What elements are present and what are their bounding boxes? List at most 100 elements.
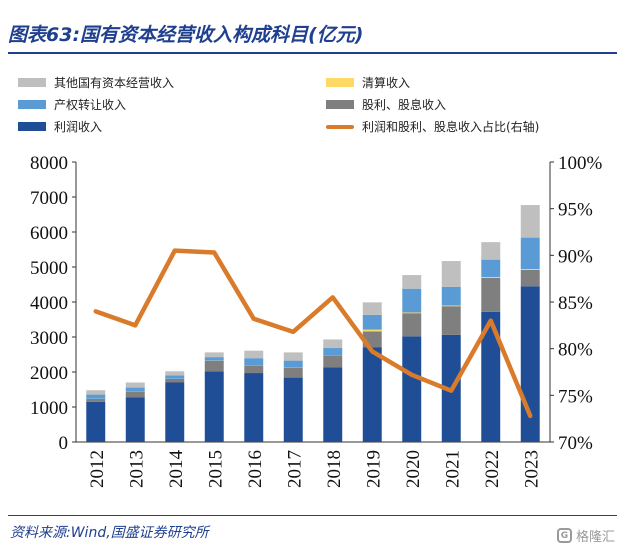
- legend-label-dividend: 股利、股息收入: [362, 98, 447, 112]
- bar-transfer: [441, 286, 461, 306]
- legend-item-transfer: 产权转让收入: [18, 96, 126, 113]
- bar-liquidation: [441, 305, 461, 307]
- x-tick-label: 2012: [87, 450, 108, 488]
- legend-label-ratio: 利润和股利、股息收入占比(右轴): [362, 120, 540, 134]
- x-tick-label: 2021: [442, 450, 463, 488]
- left-tick-label: 7000: [30, 188, 68, 209]
- bar-transfer: [481, 259, 501, 278]
- bar-liquidation: [362, 329, 382, 332]
- left-tick-label: 4000: [30, 293, 68, 314]
- bar-dividend: [244, 365, 264, 374]
- bar-dividend: [165, 379, 185, 383]
- bar-transfer: [520, 237, 540, 270]
- legend-item-profit: 利润收入: [18, 118, 102, 135]
- legend-item-ratio: 利润和股利、股息收入占比(右轴): [326, 118, 539, 135]
- legend-swatch-other: [18, 78, 46, 87]
- bar-transfer: [165, 375, 185, 379]
- watermark-logo-icon: G: [556, 528, 572, 543]
- bar-profit: [204, 371, 224, 442]
- x-tick-label: 2018: [324, 450, 345, 488]
- ratio-line: [93, 248, 533, 419]
- watermark: G 格隆汇: [556, 526, 615, 545]
- bar-dividend: [323, 355, 343, 368]
- bar-transfer: [402, 288, 422, 313]
- bar-dividend: [283, 367, 303, 378]
- bar-other: [520, 205, 540, 238]
- bar-other: [283, 352, 303, 361]
- right-tick-label: 70%: [558, 433, 593, 454]
- left-tick-label: 0: [59, 433, 69, 454]
- bar-other: [402, 275, 422, 289]
- left-tick-label: 1000: [30, 398, 68, 419]
- left-tick-label: 8000: [30, 153, 68, 174]
- left-tick-label: 5000: [30, 258, 68, 279]
- left-tick-label: 3000: [30, 328, 68, 349]
- bar-profit: [283, 377, 303, 442]
- bar-other: [244, 350, 264, 359]
- x-tick-label: 2023: [521, 450, 542, 488]
- chart-legend: 其他国有资本经营收入 清算收入 产权转让收入 股利、股息收入 利润收入 利润和股…: [18, 74, 618, 144]
- bar-transfer: [86, 394, 106, 399]
- right-tick-label: 85%: [558, 293, 593, 314]
- bar-dividend: [86, 398, 106, 402]
- bar-other: [323, 339, 343, 349]
- bar-liquidation: [481, 277, 501, 278]
- bar-transfer: [125, 387, 145, 392]
- bar-profit: [520, 286, 540, 442]
- bar-profit: [362, 347, 382, 442]
- bar-transfer: [204, 357, 224, 361]
- legend-item-dividend: 股利、股息收入: [326, 96, 446, 113]
- right-tick-label: 80%: [558, 340, 593, 361]
- bar-other: [481, 242, 501, 260]
- bar-other: [125, 382, 145, 388]
- bar-profit: [402, 336, 422, 442]
- title-divider: [8, 52, 617, 54]
- legend-label-liquidation: 清算收入: [362, 76, 411, 90]
- x-tick-label: 2013: [126, 450, 147, 488]
- legend-label-other: 其他国有资本经营收入: [54, 76, 175, 90]
- bar-transfer: [362, 314, 382, 330]
- legend-item-liquidation: 清算收入: [326, 74, 410, 91]
- bar-dividend: [204, 360, 224, 372]
- bar-transfer: [323, 348, 343, 356]
- source-note: 资料来源:Wind,国盛证券研究所: [10, 525, 209, 541]
- bar-profit: [165, 382, 185, 442]
- x-tick-label: 2019: [363, 450, 384, 488]
- right-tick-label: 75%: [558, 386, 593, 407]
- bar-profit: [481, 311, 501, 442]
- x-tick-label: 2017: [284, 450, 305, 488]
- bar-dividend: [125, 391, 145, 398]
- bar-profit: [86, 401, 106, 442]
- x-tick-label: 2014: [166, 450, 187, 489]
- legend-item-other: 其他国有资本经营收入: [18, 74, 174, 91]
- left-tick-label: 2000: [30, 363, 68, 384]
- bar-other: [204, 352, 224, 358]
- chart-title-area: 图表63:国有资本经营收入构成科目(亿元): [8, 20, 617, 48]
- legend-label-profit: 利润收入: [54, 120, 103, 134]
- x-tick-label: 2015: [205, 450, 226, 488]
- footer-divider: [8, 515, 617, 516]
- bar-dividend: [481, 277, 501, 312]
- x-tick-label: 2020: [403, 450, 424, 488]
- legend-label-transfer: 产权转让收入: [54, 98, 127, 112]
- bar-other: [362, 302, 382, 315]
- legend-swatch-transfer: [18, 100, 46, 109]
- right-tick-label: 100%: [558, 153, 603, 174]
- bar-transfer: [283, 360, 303, 368]
- legend-line-ratio: [326, 124, 354, 129]
- bar-other: [86, 390, 106, 395]
- bar-profit: [244, 373, 264, 442]
- bar-other: [165, 371, 185, 376]
- legend-swatch-dividend: [326, 100, 354, 109]
- legend-swatch-liquidation: [326, 78, 354, 87]
- bar-profit: [125, 397, 145, 442]
- chart-title: 图表63:国有资本经营收入构成科目(亿元): [8, 24, 364, 46]
- bar-profit: [323, 367, 343, 442]
- right-tick-label: 95%: [558, 200, 593, 221]
- bar-dividend: [402, 313, 422, 337]
- bar-liquidation: [520, 269, 540, 270]
- right-tick-label: 90%: [558, 246, 593, 267]
- bar-dividend: [520, 269, 540, 287]
- watermark-text: 格隆汇: [575, 530, 615, 545]
